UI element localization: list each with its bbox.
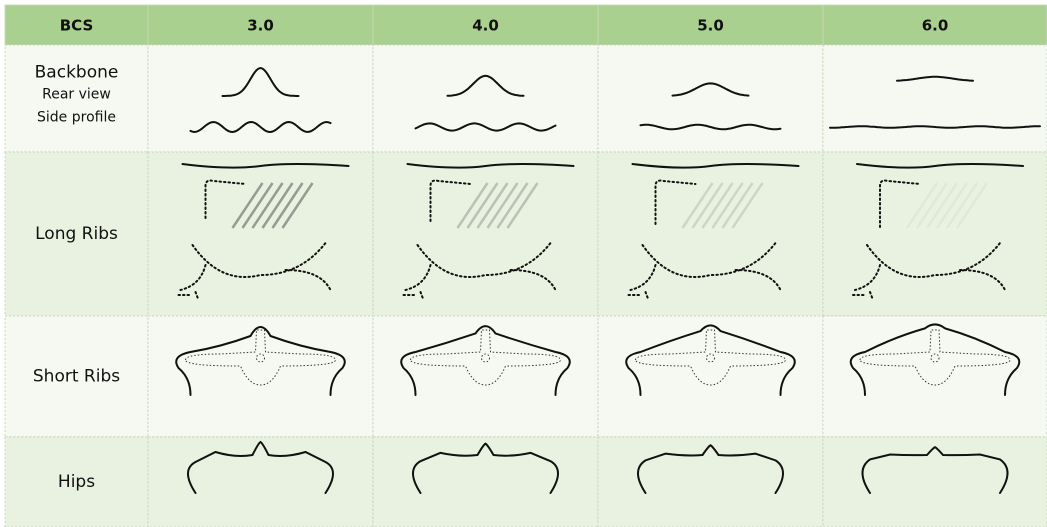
hips [861, 445, 1009, 494]
cell [597, 151, 824, 317]
short-rib-core [706, 353, 715, 363]
cell [147, 151, 374, 317]
rib-top [406, 163, 575, 169]
rib-shade [281, 182, 314, 229]
hips [637, 444, 784, 494]
rib-shade [731, 182, 764, 229]
backbone-rear [446, 74, 525, 97]
rib-shade [496, 182, 529, 229]
short-rib-outline [849, 323, 1021, 396]
rib-shade [691, 182, 724, 229]
cell [822, 44, 1047, 153]
backbone-side [639, 123, 782, 131]
rib-hook [654, 179, 697, 225]
cell [822, 436, 1047, 527]
rib-shade [261, 182, 294, 229]
rib-lower [402, 242, 557, 301]
header-cell: 3.0 [247, 17, 274, 35]
backbone-rear [221, 66, 300, 97]
cell [372, 151, 599, 317]
rib-shade [935, 182, 969, 229]
rib-shade [271, 182, 304, 229]
rib-shade [476, 182, 509, 229]
cell [4, 315, 149, 438]
cell [822, 315, 1047, 438]
rib-shade [945, 182, 979, 229]
rib-top [631, 163, 800, 169]
cell [4, 436, 149, 527]
rib-shade [241, 182, 274, 229]
rib-hook [879, 179, 921, 228]
cell [597, 315, 824, 438]
rib-shade [721, 182, 754, 229]
backbone-rear [896, 75, 974, 82]
cell [372, 315, 599, 438]
rib-lower [852, 242, 1006, 301]
cell [597, 436, 824, 527]
cell [372, 436, 599, 527]
backbone-side [189, 120, 332, 134]
cell [372, 4, 599, 46]
row-label: Long Ribs [35, 224, 118, 244]
rib-shade [251, 182, 284, 229]
cell [822, 4, 1047, 46]
hips [412, 442, 559, 494]
backbone-side [829, 125, 1041, 129]
rib-shade [506, 182, 539, 229]
cell [4, 151, 149, 317]
rib-shade [905, 182, 939, 229]
rib-shade [701, 182, 734, 229]
short-rib-outline [175, 326, 346, 396]
cell [4, 4, 149, 46]
backbone-rear [671, 82, 750, 97]
rib-shade [456, 182, 489, 229]
rib-shade [466, 182, 499, 229]
cell [372, 44, 599, 153]
cell [147, 436, 374, 527]
cell [597, 44, 824, 153]
header-cell: 4.0 [472, 17, 499, 35]
hips [187, 440, 334, 494]
cell [147, 315, 374, 438]
rib-lower [177, 242, 332, 301]
rib-shade [486, 182, 519, 229]
short-rib-core [481, 353, 490, 363]
row-sublabel: Rear view [42, 87, 111, 103]
rib-top [181, 163, 350, 169]
rib-top [856, 163, 1024, 169]
rib-shade [915, 182, 949, 229]
row-label: Backbone [35, 63, 119, 83]
rib-shade [711, 182, 744, 229]
short-rib-outline [400, 325, 571, 396]
short-rib-core [256, 353, 265, 363]
rib-hook [204, 179, 247, 219]
cell [147, 4, 374, 46]
row-sublabel: Side profile [37, 110, 116, 126]
header-cell: 5.0 [697, 17, 724, 35]
cell [822, 151, 1047, 317]
rib-shade [231, 182, 264, 229]
row-label: Hips [58, 472, 95, 492]
cell [147, 44, 374, 153]
rib-hook [429, 179, 472, 222]
header-cell: BCS [60, 17, 94, 35]
short-rib-core [930, 353, 940, 363]
rib-lower [627, 242, 782, 301]
header-cell: 6.0 [922, 17, 949, 35]
rib-shade [925, 182, 959, 229]
row-label: Short Ribs [33, 367, 120, 387]
short-rib-outline [625, 324, 796, 396]
cell [597, 4, 824, 46]
rib-shade [955, 182, 989, 229]
rib-shade [681, 182, 714, 229]
backbone-side [414, 122, 557, 132]
